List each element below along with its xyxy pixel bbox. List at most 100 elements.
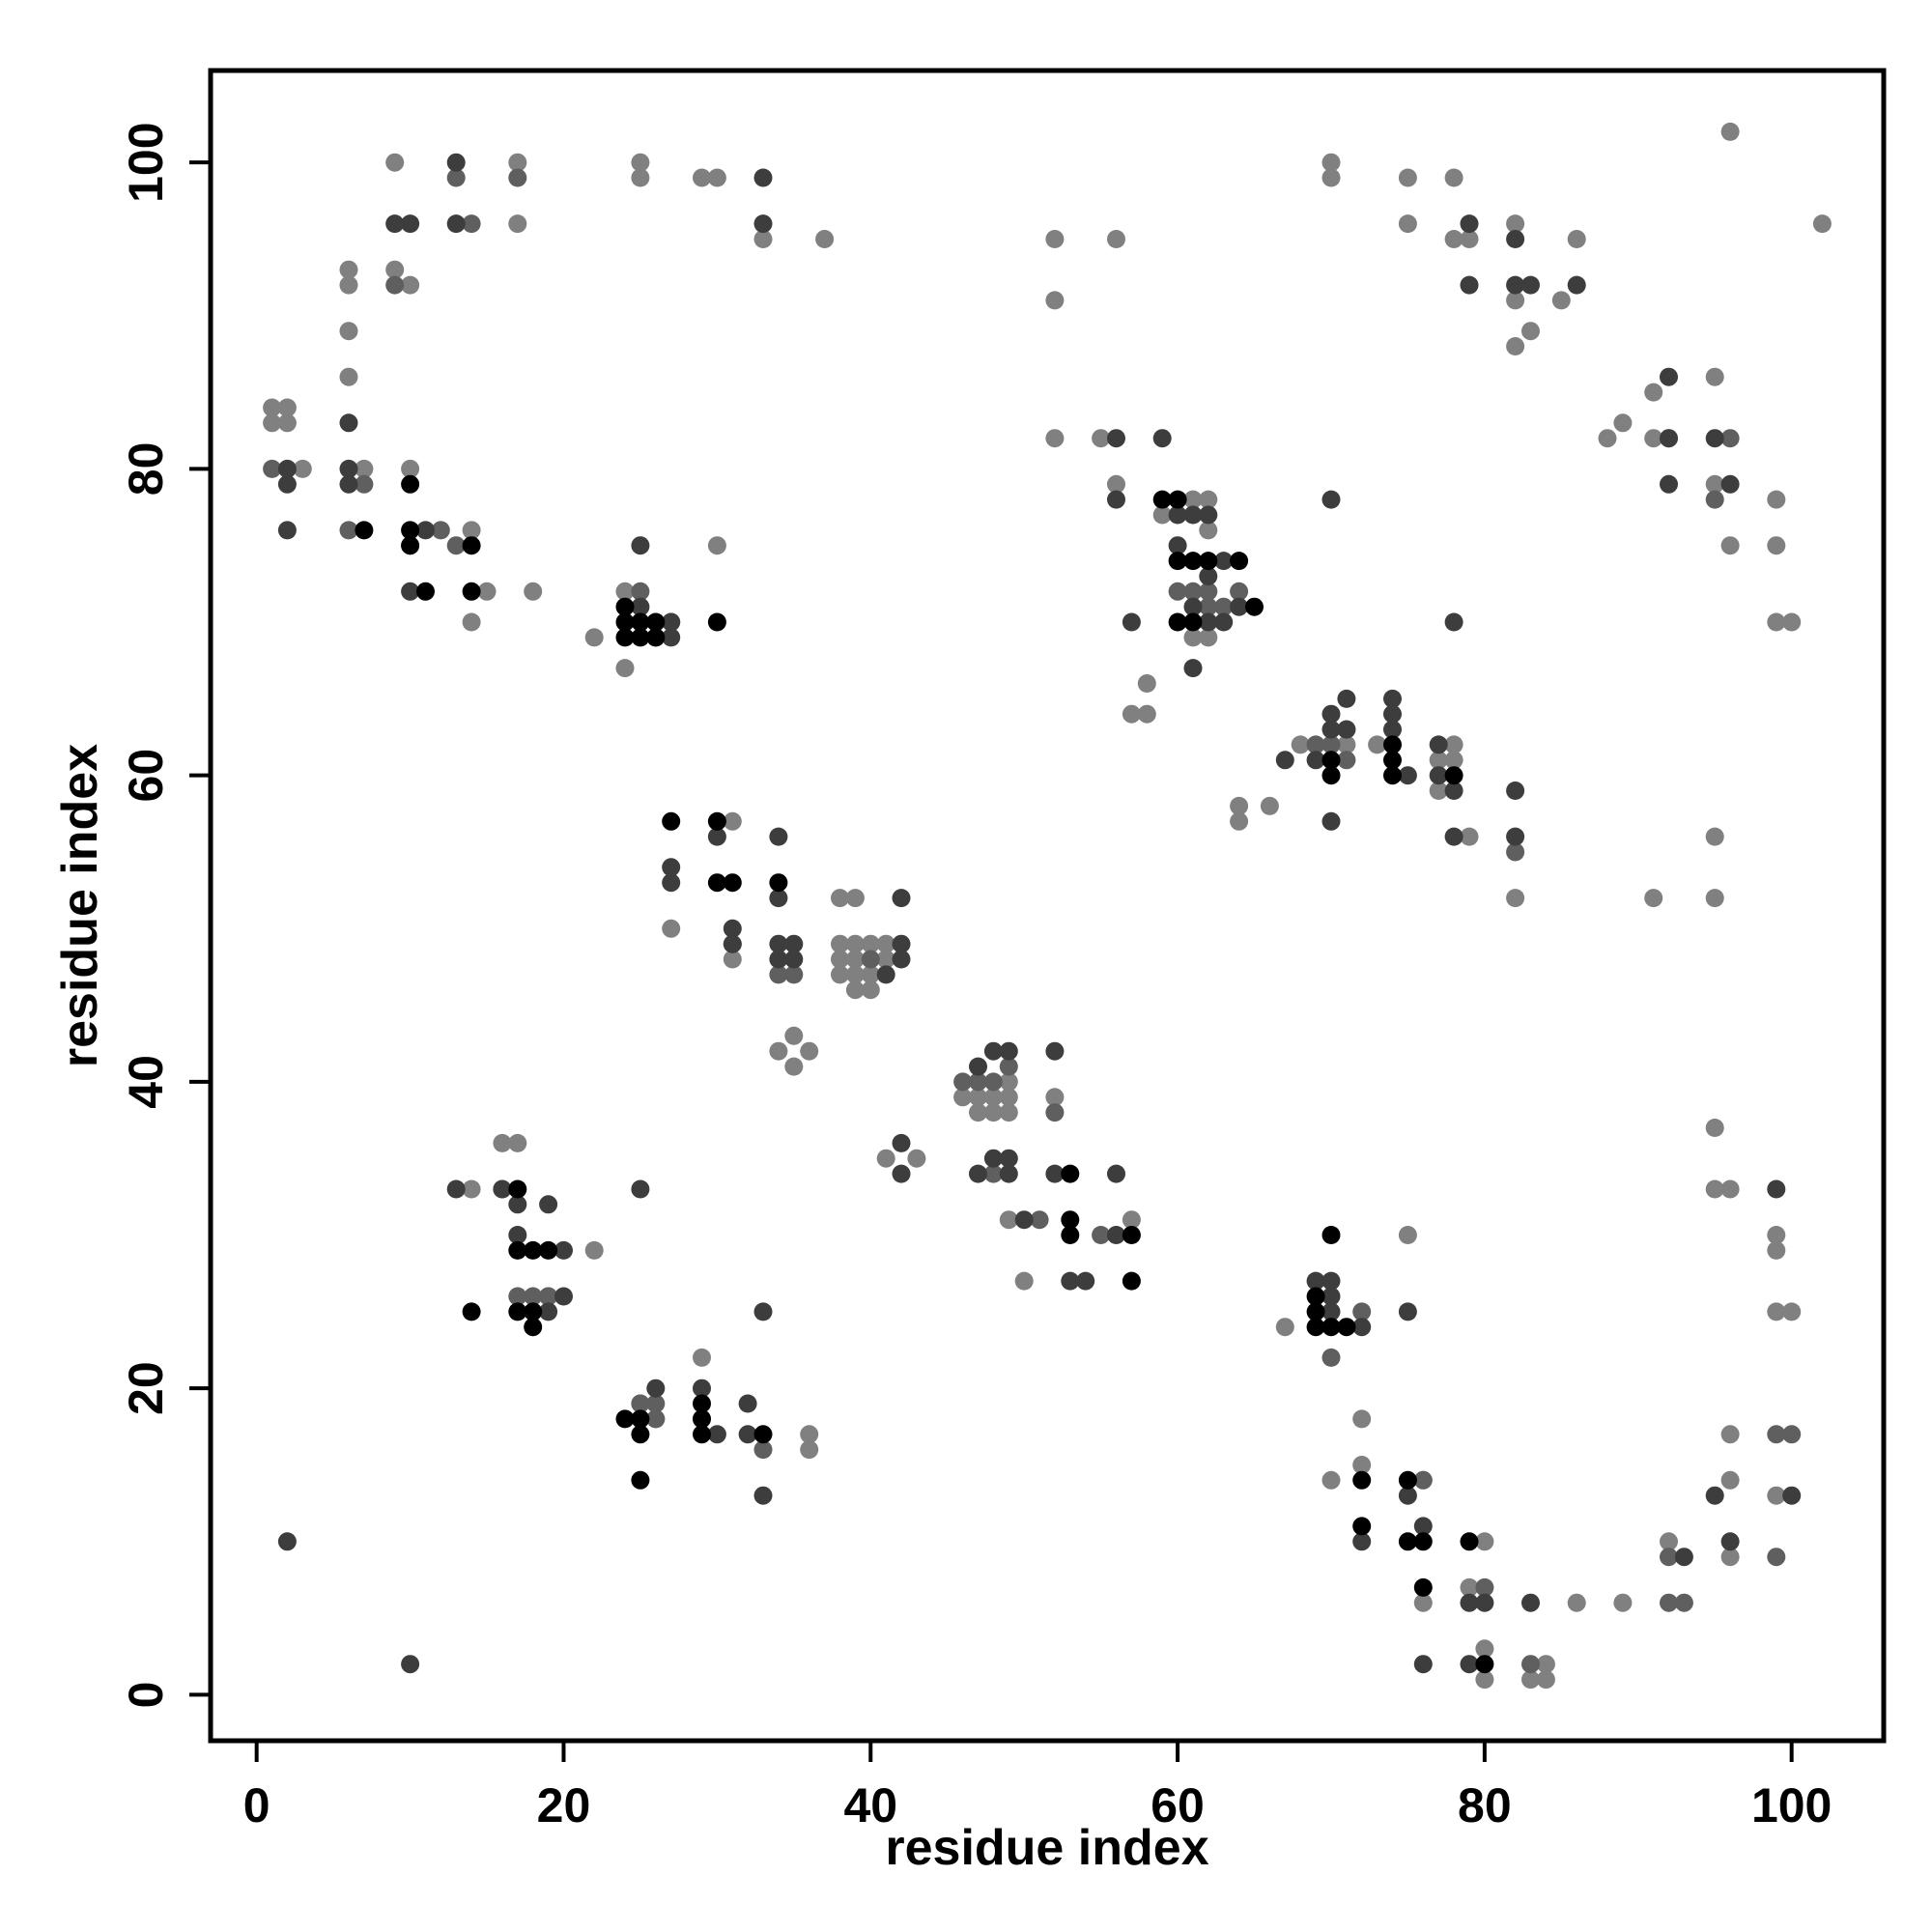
contact-point	[1122, 612, 1141, 632]
contact-point	[1137, 674, 1156, 693]
contact-point	[1506, 275, 1525, 295]
contact-point	[983, 1149, 1003, 1168]
contact-point	[876, 950, 895, 969]
contact-point	[1321, 168, 1341, 187]
contact-point	[446, 153, 466, 172]
contact-point	[969, 1103, 987, 1122]
contact-point	[1014, 1271, 1034, 1291]
contact-point	[385, 153, 405, 172]
contact-point	[263, 459, 282, 478]
contact-point	[1413, 1593, 1433, 1612]
contact-point	[508, 153, 527, 172]
contact-point	[1567, 230, 1586, 248]
contact-point	[339, 322, 358, 341]
contact-point	[1045, 429, 1065, 448]
contact-point	[554, 1240, 573, 1260]
x-tick-label: 40	[843, 1778, 897, 1833]
contact-point	[446, 214, 466, 234]
contact-point	[1429, 766, 1448, 785]
contact-point	[508, 214, 527, 234]
contact-point	[1767, 1486, 1786, 1505]
contact-point	[508, 1133, 527, 1152]
contact-point	[1107, 490, 1125, 509]
contact-point	[892, 934, 911, 953]
contact-point	[277, 459, 297, 478]
contact-point	[1720, 474, 1740, 494]
contact-point	[1045, 1041, 1065, 1061]
contact-point	[1045, 1164, 1065, 1183]
contact-point	[1321, 766, 1341, 785]
contact-point	[969, 1164, 987, 1183]
contact-point	[707, 873, 726, 893]
contact-point	[1767, 612, 1786, 632]
contact-point	[631, 153, 650, 172]
contact-point	[1429, 751, 1448, 770]
contact-point	[1321, 704, 1341, 724]
contact-point	[815, 230, 835, 248]
contact-point	[416, 521, 435, 540]
contact-point	[446, 168, 466, 187]
contact-point	[385, 214, 405, 234]
contact-point	[1506, 230, 1525, 248]
contact-point	[800, 1041, 819, 1061]
contact-point	[1398, 1532, 1417, 1551]
contact-point	[707, 536, 726, 555]
contact-point	[693, 1394, 711, 1413]
contact-point	[1536, 1670, 1555, 1690]
contact-point	[1506, 889, 1525, 908]
contact-point	[508, 1240, 527, 1260]
contact-point	[707, 612, 726, 632]
contact-point	[1230, 811, 1249, 831]
contact-point	[477, 582, 497, 601]
contact-point	[1536, 1655, 1555, 1674]
contact-point	[1061, 1210, 1080, 1230]
contact-point	[1460, 1593, 1479, 1612]
contact-point	[1475, 1670, 1494, 1690]
contact-point	[1306, 1318, 1325, 1337]
x-tick-label: 60	[1151, 1778, 1205, 1833]
contact-point	[1521, 1593, 1540, 1612]
contact-point	[1460, 1532, 1479, 1551]
contact-point	[1214, 552, 1234, 571]
contact-point	[784, 965, 804, 984]
contact-point	[1306, 1271, 1325, 1291]
contact-point	[1506, 827, 1525, 846]
contact-point	[1705, 490, 1724, 509]
contact-point	[769, 873, 788, 893]
contact-point	[1398, 214, 1417, 234]
contact-point	[1413, 1532, 1433, 1551]
contact-point	[539, 1287, 558, 1306]
y-tick-label: 40	[119, 1055, 173, 1109]
contact-point	[1168, 552, 1187, 571]
contact-point	[1660, 1548, 1678, 1567]
contact-point	[1214, 612, 1234, 632]
contact-point	[1767, 1179, 1786, 1199]
contact-point	[662, 612, 681, 632]
contact-point	[1460, 230, 1479, 248]
contact-point	[1383, 720, 1402, 739]
contact-point	[1521, 1655, 1540, 1674]
contact-point	[355, 521, 374, 540]
contact-point	[1337, 735, 1356, 754]
contact-point	[293, 459, 312, 478]
contact-point	[1383, 735, 1402, 754]
contact-point	[631, 1470, 650, 1490]
contact-point	[1045, 291, 1065, 310]
contact-point	[845, 934, 865, 953]
contact-point	[508, 1226, 527, 1244]
contact-point	[1183, 505, 1203, 525]
contact-point	[1506, 337, 1525, 355]
contact-point	[1705, 474, 1724, 494]
contact-point	[416, 582, 435, 601]
contact-point	[1260, 796, 1279, 815]
contact-point	[631, 1409, 650, 1429]
contact-point	[1245, 597, 1264, 616]
contact-point	[1551, 291, 1571, 310]
contact-point	[1352, 1302, 1372, 1321]
contact-point	[1413, 1655, 1433, 1674]
contact-point	[1398, 766, 1417, 785]
contact-point	[631, 628, 650, 647]
y-tick-label: 60	[119, 749, 173, 803]
contact-point	[1122, 1271, 1141, 1291]
contact-point	[508, 1179, 527, 1199]
